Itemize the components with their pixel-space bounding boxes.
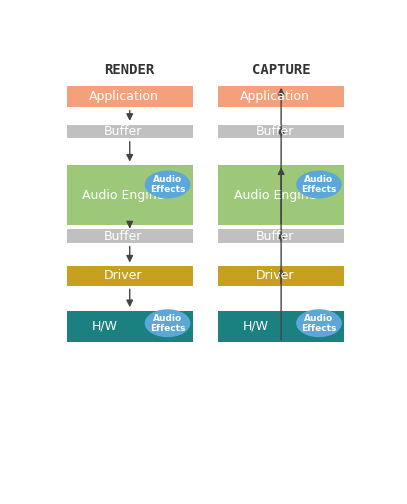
Ellipse shape (296, 170, 342, 199)
FancyBboxPatch shape (67, 165, 193, 225)
Text: Buffer: Buffer (256, 125, 294, 138)
FancyBboxPatch shape (218, 124, 344, 138)
Ellipse shape (145, 170, 190, 199)
Text: Buffer: Buffer (256, 230, 294, 242)
Text: CAPTURE: CAPTURE (252, 63, 311, 77)
Text: Buffer: Buffer (104, 125, 142, 138)
Text: Audio Engine: Audio Engine (234, 189, 316, 202)
FancyBboxPatch shape (67, 311, 193, 342)
FancyBboxPatch shape (218, 266, 344, 286)
Text: H/W: H/W (92, 320, 118, 333)
Text: Audio
Effects: Audio Effects (301, 313, 337, 333)
Text: Driver: Driver (104, 269, 143, 282)
Text: Audio
Effects: Audio Effects (150, 313, 185, 333)
Text: Application: Application (88, 90, 158, 103)
FancyBboxPatch shape (67, 124, 193, 138)
FancyBboxPatch shape (218, 86, 344, 107)
Ellipse shape (145, 309, 190, 337)
Text: Audio Engine: Audio Engine (82, 189, 164, 202)
FancyBboxPatch shape (218, 229, 344, 243)
Text: H/W: H/W (243, 320, 269, 333)
Text: Audio
Effects: Audio Effects (150, 175, 185, 194)
FancyBboxPatch shape (218, 165, 344, 225)
Ellipse shape (296, 309, 342, 337)
FancyBboxPatch shape (67, 266, 193, 286)
FancyBboxPatch shape (67, 229, 193, 243)
Text: Audio
Effects: Audio Effects (301, 175, 337, 194)
Text: RENDER: RENDER (105, 63, 155, 77)
Text: Application: Application (240, 90, 310, 103)
FancyBboxPatch shape (67, 86, 193, 107)
FancyBboxPatch shape (218, 311, 344, 342)
Text: Driver: Driver (256, 269, 294, 282)
Text: Buffer: Buffer (104, 230, 142, 242)
